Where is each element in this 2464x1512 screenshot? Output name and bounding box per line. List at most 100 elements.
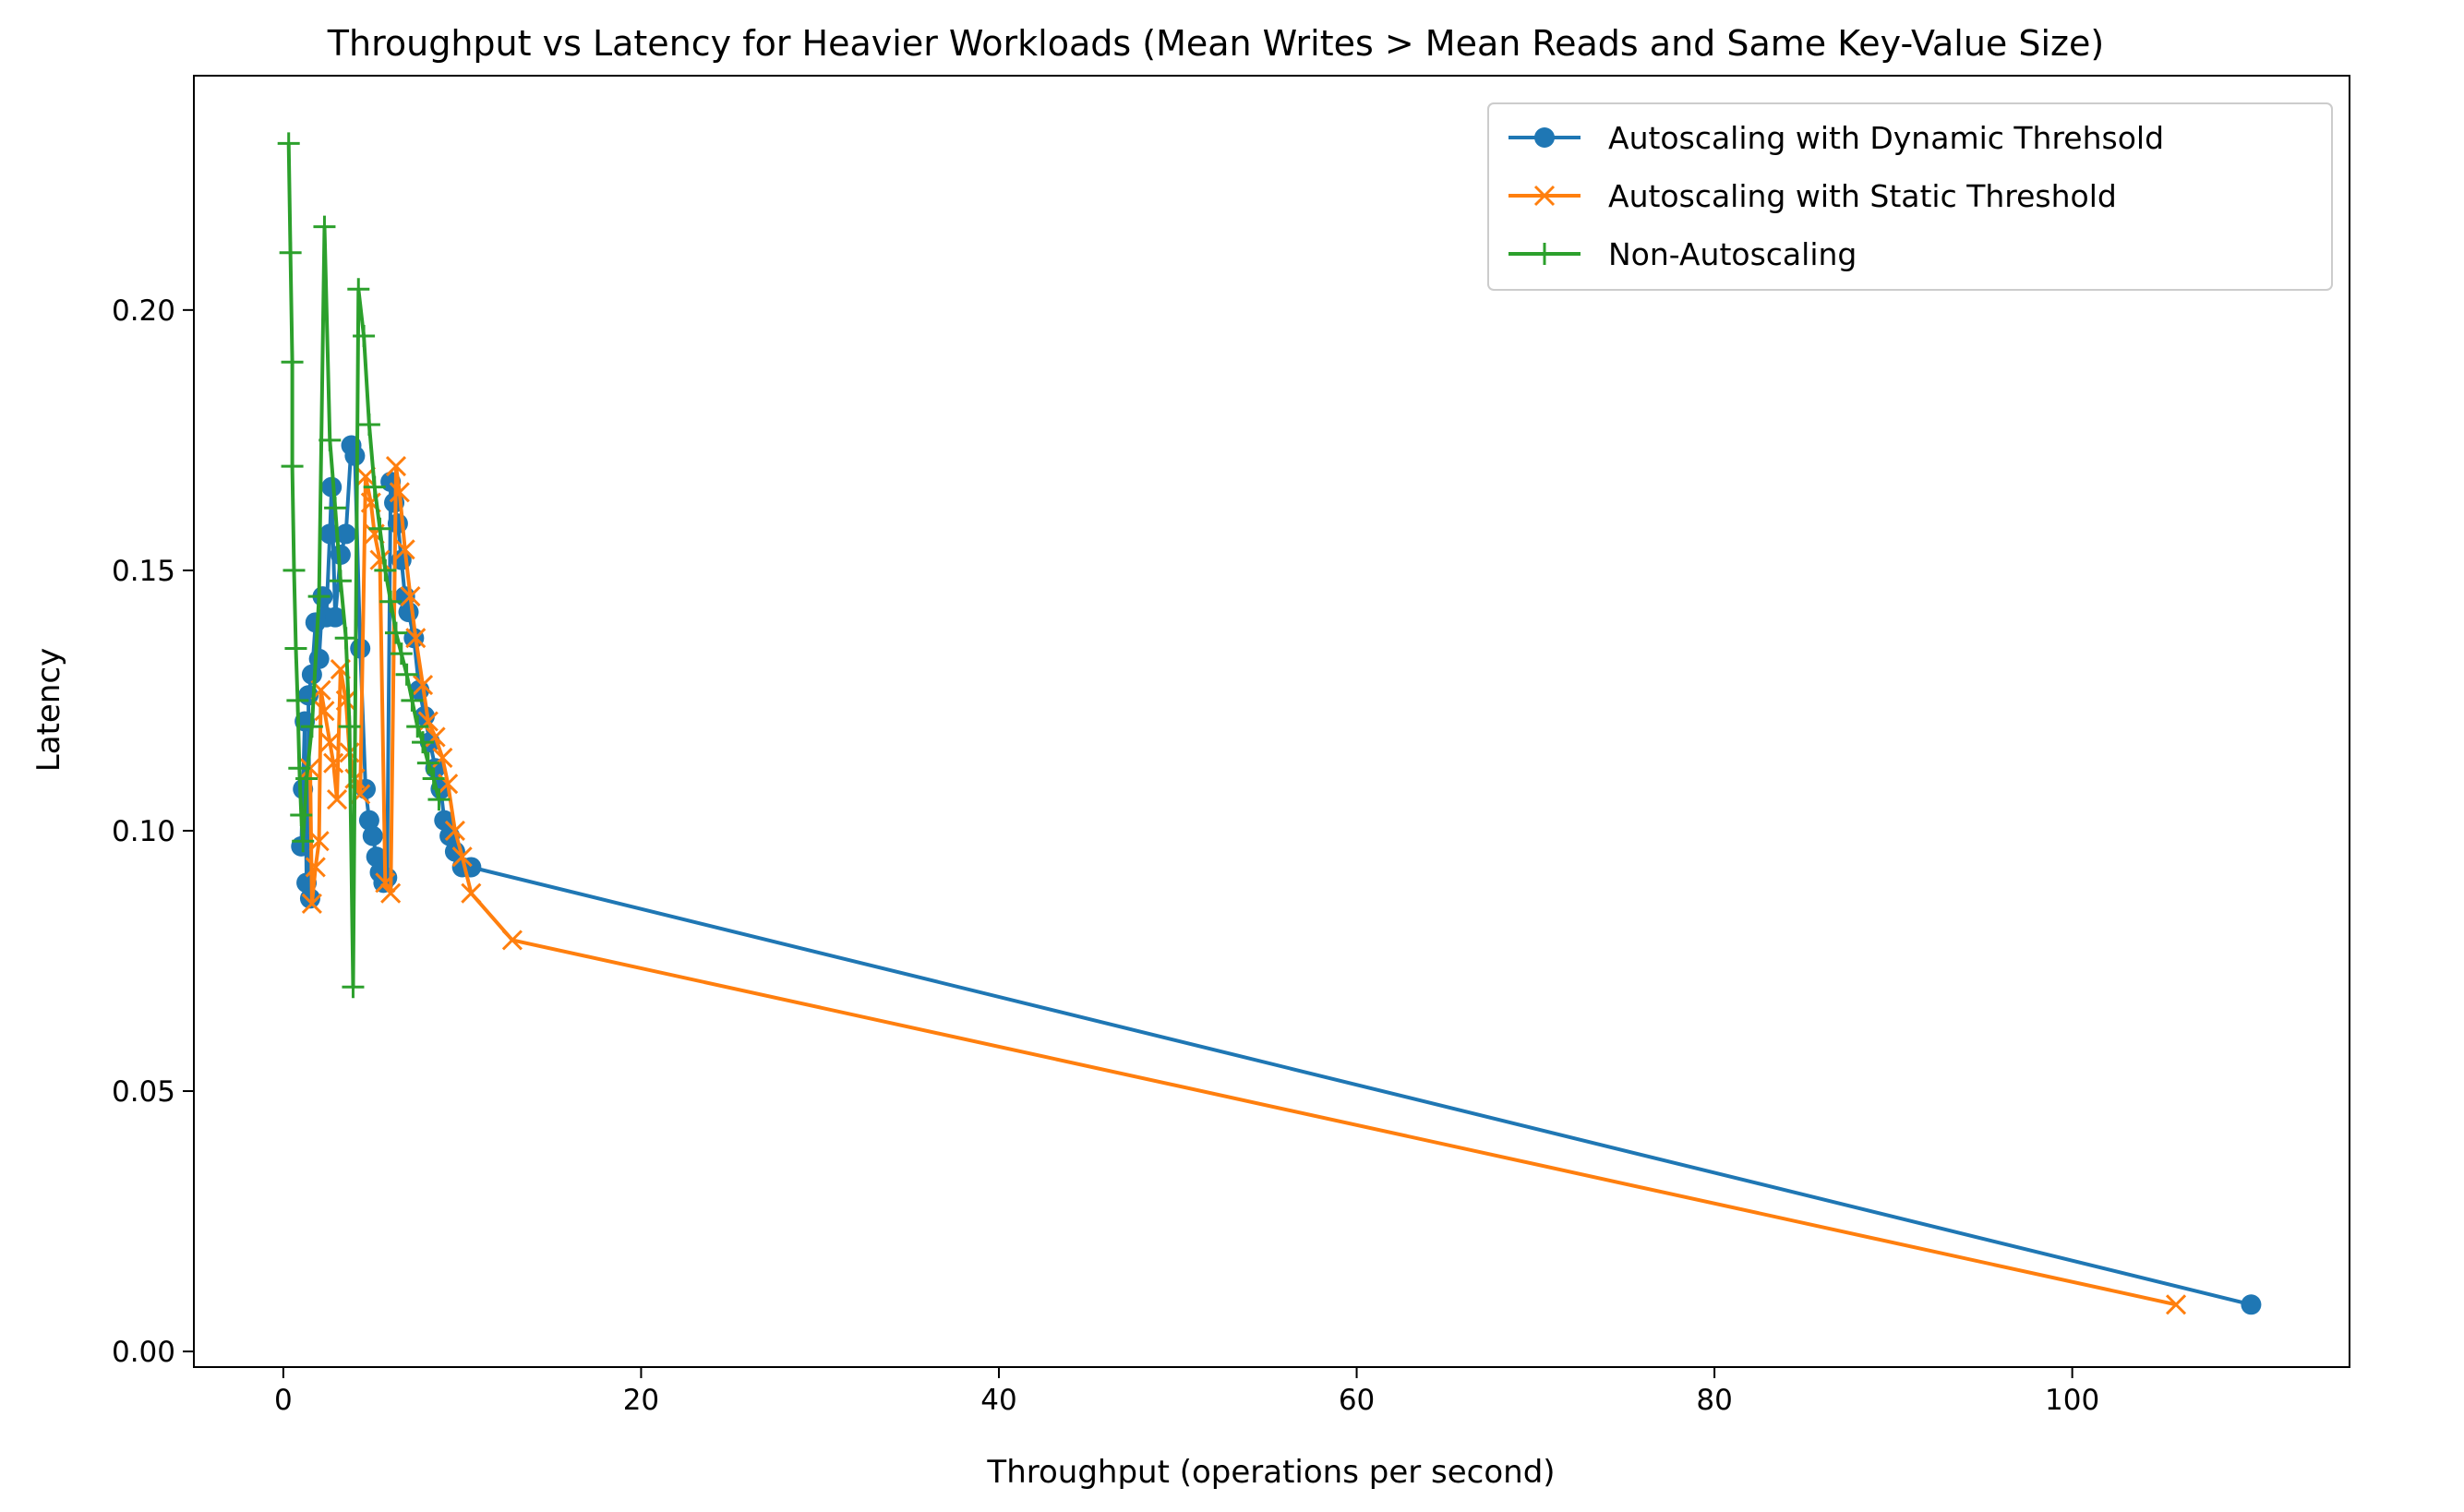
data-point — [308, 831, 330, 852]
data-point — [334, 627, 357, 650]
legend-item: Non-Autoscaling — [1508, 236, 1857, 272]
x-axis: 0 20 40 60 80 100 — [274, 1367, 2099, 1417]
data-point — [300, 715, 323, 738]
data-point — [295, 767, 319, 790]
data-point — [394, 539, 415, 560]
data-point — [501, 930, 523, 951]
data-point — [406, 715, 429, 738]
data-point — [358, 810, 379, 831]
data-point — [405, 628, 427, 649]
data-point — [384, 621, 407, 644]
data-point — [284, 637, 307, 660]
data-point — [321, 476, 343, 498]
data-point — [292, 830, 315, 853]
data-point — [374, 558, 397, 582]
data-point — [277, 132, 300, 155]
legend-label: Non-Autoscaling — [1608, 236, 1857, 272]
data-point — [282, 558, 306, 582]
data-point — [325, 606, 346, 628]
data-point — [368, 517, 391, 540]
plot-frame — [193, 75, 2350, 1368]
x-tick-label: 40 — [980, 1384, 1016, 1417]
legend: Autoscaling with Dynamic Threhsold Autosc… — [1487, 102, 2333, 291]
data-point — [324, 497, 347, 520]
data-point — [286, 689, 309, 712]
data-point — [347, 278, 370, 301]
data-point — [326, 789, 348, 810]
data-point — [357, 413, 380, 436]
data-point — [281, 351, 304, 374]
y-tick-label: 0.00 — [112, 1336, 175, 1369]
data-point — [400, 586, 421, 607]
x-tick-label: 80 — [1696, 1384, 1732, 1417]
data-point — [1533, 185, 1556, 207]
data-point — [350, 638, 371, 659]
chart-title: Throughput vs Latency for Heavier Worklo… — [327, 23, 2104, 64]
data-point — [416, 751, 439, 774]
y-tick-label: 0.10 — [112, 815, 175, 848]
x-tick-label: 60 — [1339, 1384, 1375, 1417]
legend-label: Autoscaling with Static Threshold — [1608, 178, 2117, 214]
data-point — [305, 857, 326, 878]
data-point — [412, 731, 435, 754]
data-point — [2165, 1294, 2187, 1315]
data-point — [401, 689, 424, 712]
data-point — [301, 893, 322, 915]
data-point — [380, 882, 402, 904]
data-point — [279, 241, 302, 264]
series-3 — [277, 132, 451, 999]
data-point — [362, 825, 383, 846]
data-point — [335, 523, 356, 545]
data-point — [335, 690, 356, 711]
data-point — [323, 752, 344, 774]
data-point — [427, 788, 451, 811]
data-point — [422, 767, 445, 790]
data-point — [301, 664, 322, 685]
y-axis-label: Latency — [30, 648, 67, 772]
data-point — [2241, 1294, 2262, 1315]
data-point — [290, 804, 313, 827]
x-axis-label: Throughput (operations per second) — [986, 1454, 1555, 1491]
data-point — [308, 648, 330, 669]
data-point — [1534, 127, 1555, 148]
data-point — [307, 585, 331, 608]
data-point — [319, 428, 342, 451]
legend-box — [1487, 102, 2333, 291]
y-axis: 0.00 0.05 0.10 0.15 0.20 — [112, 294, 194, 1369]
data-point — [395, 663, 418, 686]
legend-item: Autoscaling with Dynamic Threhsold — [1508, 120, 2164, 156]
data-point — [385, 456, 407, 477]
legend-label: Autoscaling with Dynamic Threhsold — [1608, 120, 2164, 156]
series-2 — [299, 456, 2187, 1315]
data-point — [281, 455, 304, 478]
legend-item: Autoscaling with Static Threshold — [1508, 178, 2117, 214]
data-point — [344, 445, 366, 466]
data-point — [314, 701, 335, 722]
x-tick-label: 0 — [274, 1384, 293, 1417]
data-point — [389, 482, 410, 503]
data-point — [313, 215, 336, 238]
data-point — [412, 674, 434, 696]
y-tick-label: 0.20 — [112, 294, 175, 328]
data-point — [342, 976, 365, 999]
data-point — [353, 325, 376, 348]
y-tick-label: 0.05 — [112, 1075, 175, 1109]
data-point — [451, 846, 473, 868]
data-point — [366, 846, 387, 868]
data-point — [338, 715, 361, 738]
series-layer — [277, 132, 2262, 1315]
data-point — [330, 544, 351, 565]
data-point — [390, 642, 413, 666]
data-point — [319, 732, 341, 753]
data-point — [379, 590, 403, 613]
data-point — [444, 820, 465, 842]
data-point — [1533, 243, 1556, 265]
y-tick-label: 0.15 — [112, 555, 175, 588]
data-point — [375, 872, 396, 894]
x-tick-label: 100 — [2045, 1384, 2099, 1417]
x-tick-label: 20 — [623, 1384, 659, 1417]
data-point — [461, 882, 482, 904]
data-point — [363, 475, 386, 498]
data-point — [329, 570, 352, 593]
